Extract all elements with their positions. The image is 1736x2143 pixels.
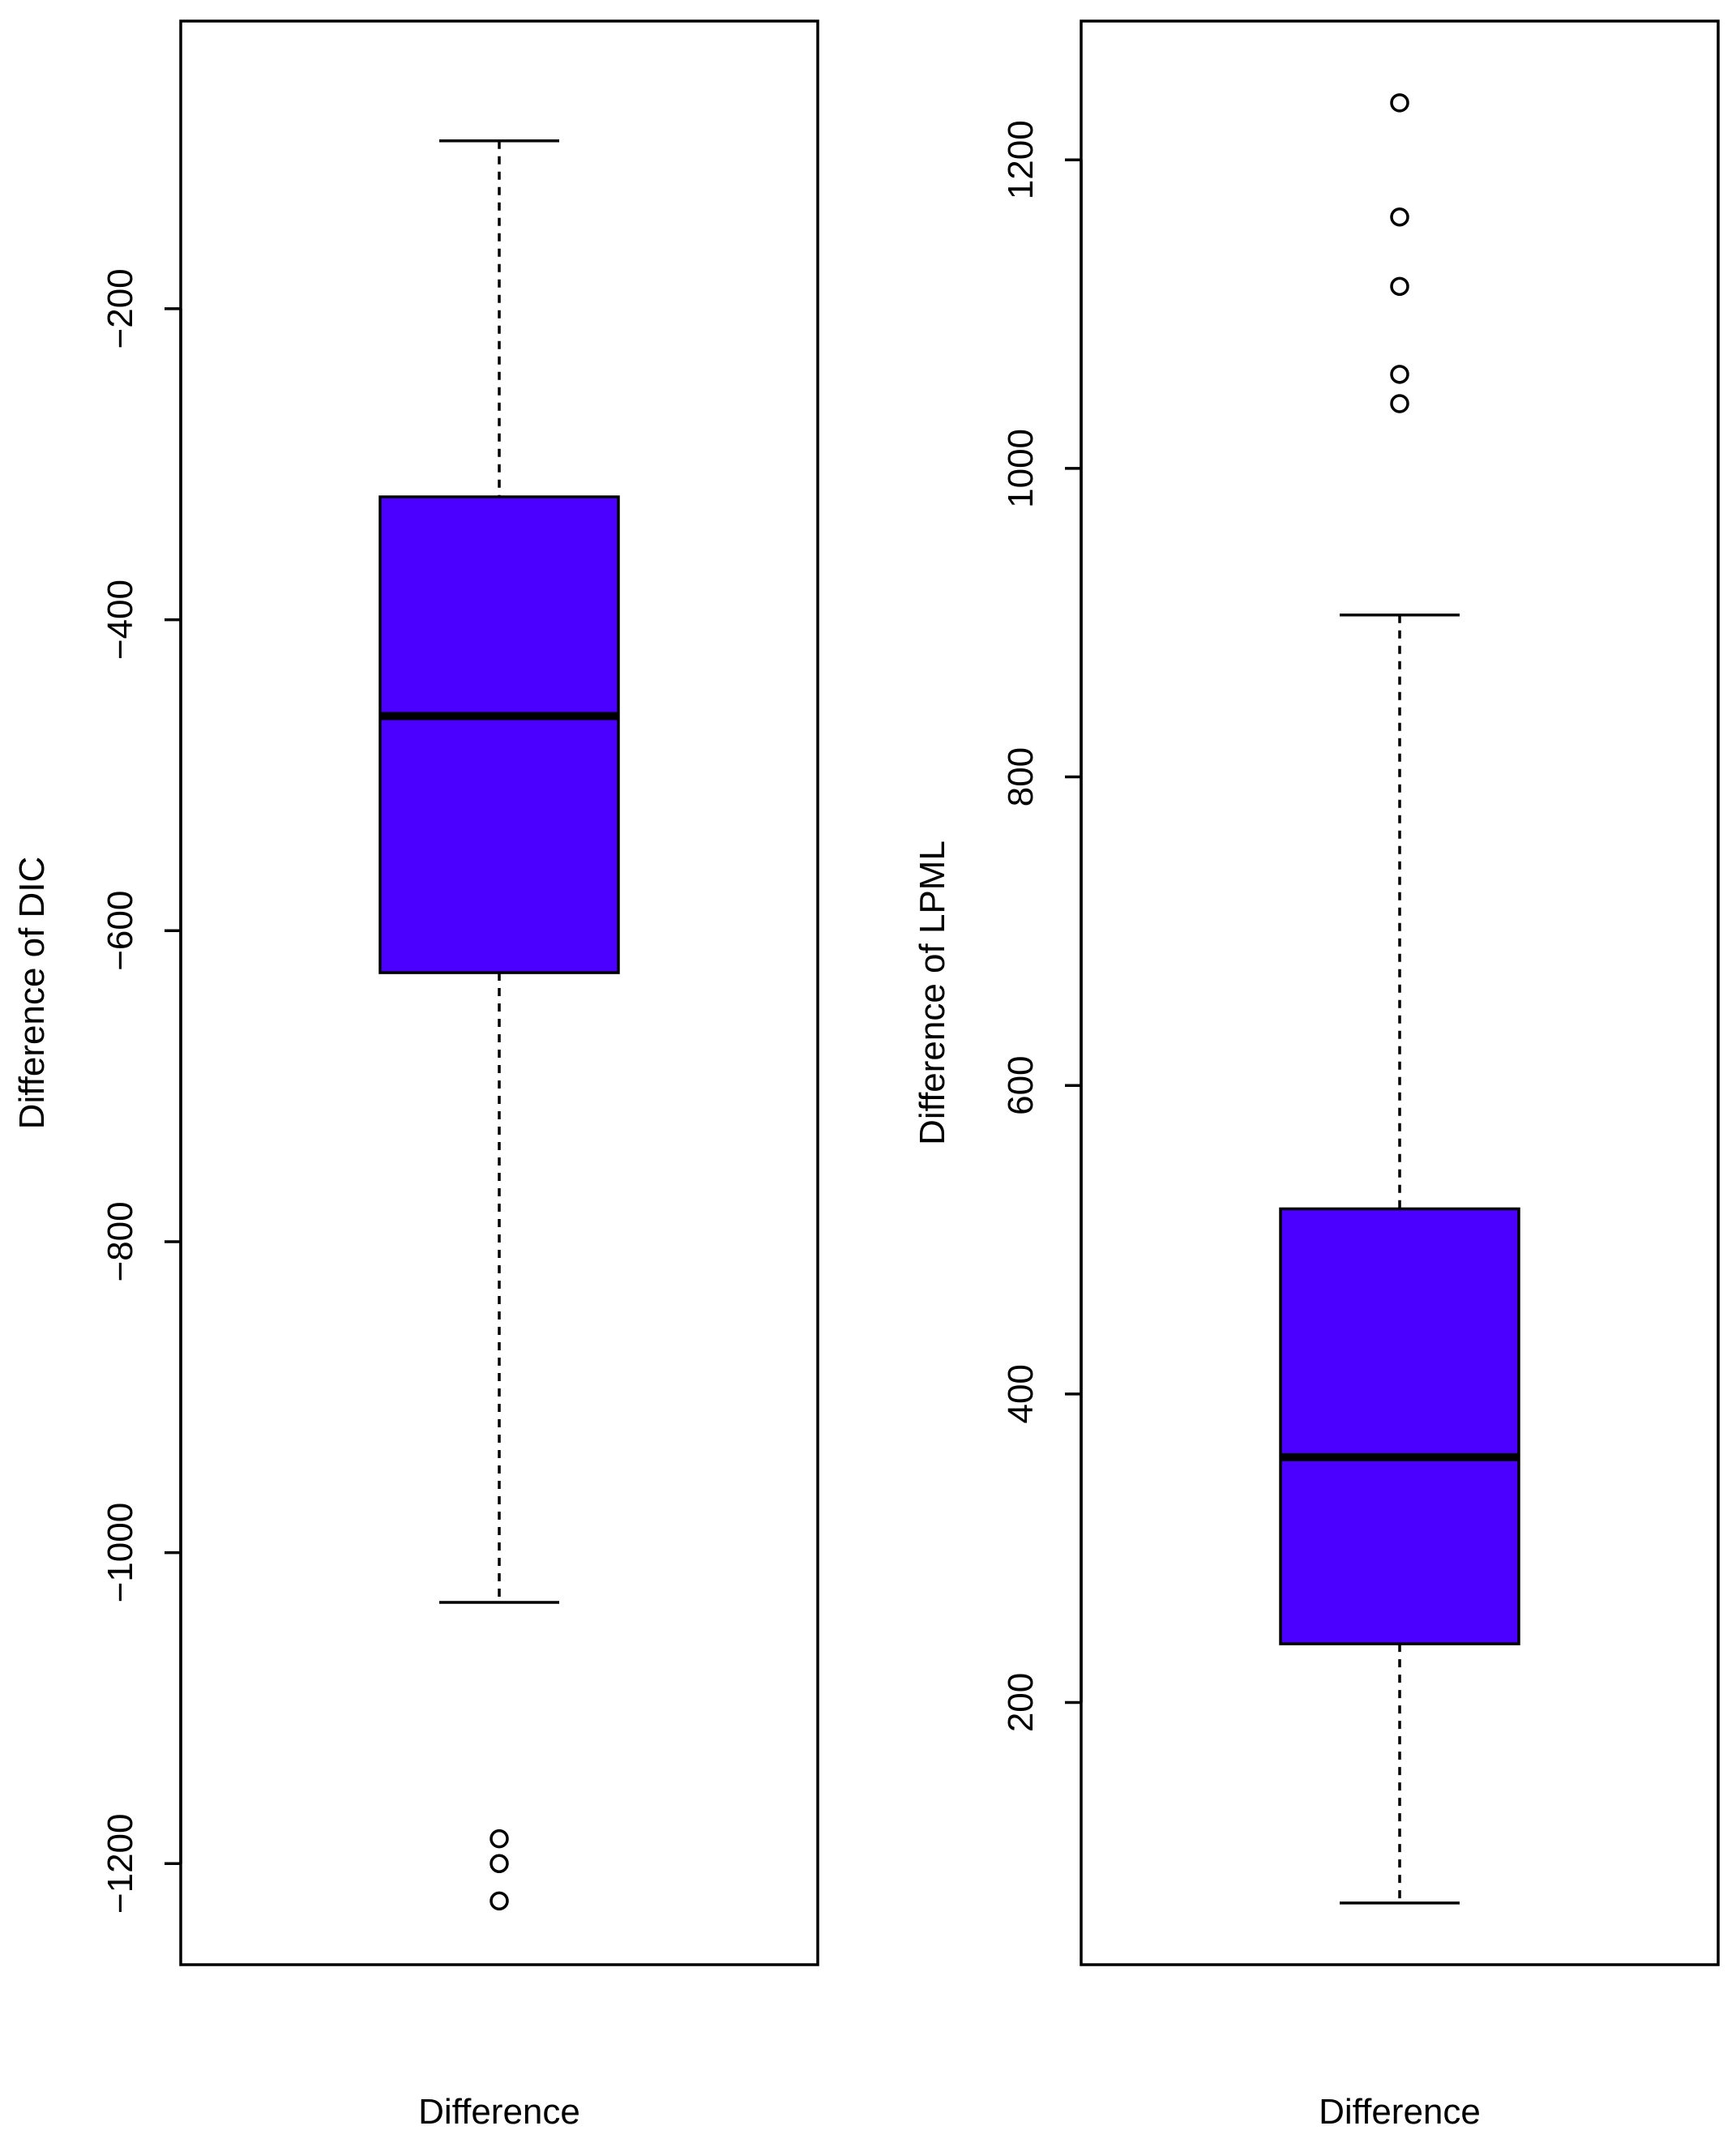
y-tick-label: 600: [1001, 1055, 1041, 1114]
interquartile-box: [1279, 1207, 1520, 1645]
outlier-point: [1390, 365, 1409, 384]
y-axis-title-lpml: Difference of LPML: [913, 841, 952, 1145]
box-dic: [378, 139, 620, 1911]
y-tick-label: −600: [100, 891, 140, 971]
y-axis-dic: −200 −400 −600 −800 −1000 −1200: [100, 268, 182, 1914]
y-tick-label: 1200: [1001, 120, 1041, 199]
outlier-point: [490, 1829, 509, 1849]
outlier-point: [1390, 93, 1409, 113]
y-tick-label: −200: [100, 268, 140, 349]
y-tick-label: 400: [1001, 1364, 1041, 1423]
y-axis-lpml: 200 400 600 800 1000 1200: [1001, 120, 1083, 1732]
panel-dic: −200 −400 −600 −800 −1000 −1200 Difference of…: [12, 19, 819, 2132]
y-axis-title-dic: Difference of DIC: [12, 857, 52, 1130]
y-tick-label: −1000: [100, 1503, 140, 1603]
y-tick-label: −800: [100, 1201, 140, 1281]
y-tick-label: 200: [1001, 1673, 1041, 1732]
outlier-point: [490, 1854, 509, 1874]
x-axis-title-dic: Difference: [418, 2092, 580, 2132]
y-tick-label: −400: [100, 580, 140, 660]
x-axis-title-lpml: Difference: [1319, 2092, 1481, 2132]
outlier-point: [1390, 276, 1409, 297]
box-lpml: [1279, 93, 1520, 1905]
y-tick-label: 800: [1001, 747, 1041, 806]
y-tick-label: 1000: [1001, 429, 1041, 508]
y-tick-label: −1200: [100, 1814, 140, 1914]
plot-frame-lpml: [1080, 19, 1720, 1966]
interquartile-box: [378, 495, 620, 974]
outlier-point: [490, 1891, 509, 1911]
outlier-point: [1390, 207, 1409, 227]
outlier-point: [1390, 394, 1409, 413]
